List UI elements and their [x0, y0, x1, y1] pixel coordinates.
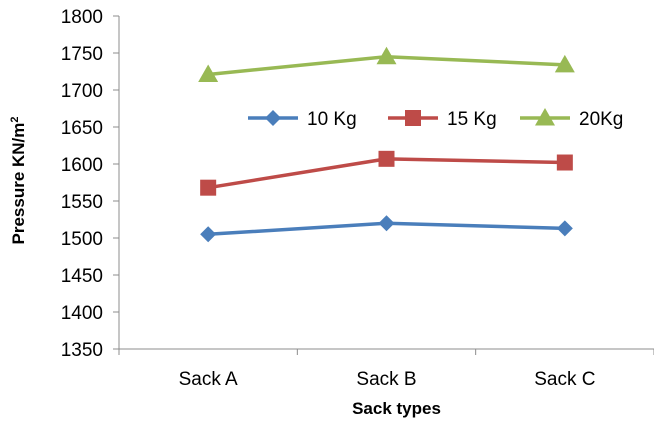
- legend-label: 10 Kg: [307, 109, 357, 130]
- data-point-marker: [378, 150, 395, 167]
- y-axis-title: Pressure KN/m2: [9, 116, 28, 244]
- data-point-marker: [556, 220, 573, 237]
- legend-marker: [265, 110, 281, 126]
- data-point-marker: [200, 226, 217, 243]
- x-axis-title: Sack types: [352, 399, 441, 418]
- y-tick-label: 1800: [61, 7, 103, 28]
- y-tick-label: 1650: [61, 118, 103, 139]
- legend-marker: [405, 110, 421, 126]
- y-tick-label: 1750: [61, 44, 103, 65]
- x-tick-label: Sack B: [356, 369, 416, 390]
- x-tick-label: Sack A: [179, 369, 238, 390]
- legend-marker: [535, 108, 555, 126]
- data-point-marker: [554, 54, 575, 73]
- y-tick-label: 1700: [61, 81, 103, 102]
- data-point-marker: [200, 179, 217, 196]
- data-point-marker: [556, 154, 573, 171]
- y-axis-title-superscript: 2: [9, 116, 21, 122]
- legend-label: 20Kg: [579, 109, 623, 130]
- y-axis-title-text: Pressure KN/m: [9, 123, 28, 245]
- y-tick-label: 1550: [61, 192, 103, 213]
- data-point-marker: [198, 64, 219, 82]
- x-tick-label: Sack C: [534, 369, 595, 390]
- y-tick-label: 1600: [61, 155, 103, 176]
- legend-label: 15 Kg: [447, 109, 497, 130]
- axes-group: 1350 1400 1450 1500 1550 1600 1650 1700 1750 1800…: [61, 7, 654, 390]
- y-tick-label: 1450: [61, 266, 103, 287]
- y-tick-label: 1400: [61, 303, 103, 324]
- data-point-marker: [378, 215, 395, 232]
- y-tick-label: 1350: [61, 340, 103, 361]
- y-tick-label: 1500: [61, 229, 103, 250]
- data-point-marker: [376, 46, 397, 65]
- series-group: [198, 46, 575, 243]
- legend: 10 Kg 15 Kg 20Kg: [248, 108, 623, 130]
